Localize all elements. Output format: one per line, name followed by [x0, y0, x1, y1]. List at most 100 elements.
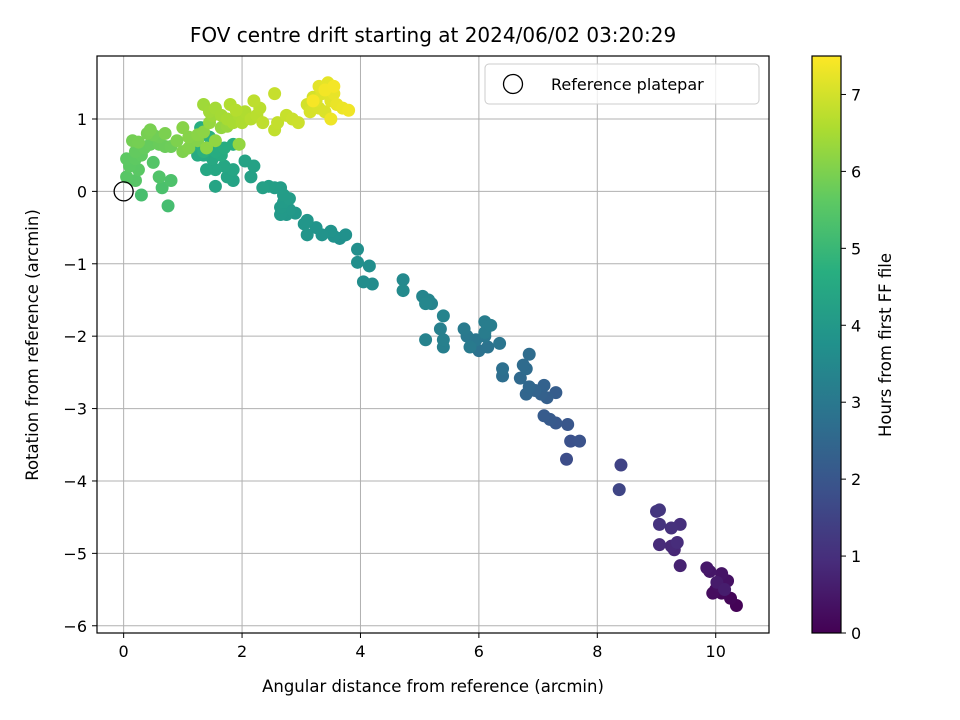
data-point: [513, 371, 527, 385]
data-point: [433, 322, 447, 336]
colorbar: 0 1 2 3 4 5 6 7 Hours from first FF file: [811, 55, 895, 643]
data-point: [152, 170, 166, 184]
data-point: [342, 103, 356, 117]
colorbar-tick-label: 4: [851, 316, 861, 335]
data-point: [612, 483, 626, 497]
data-point: [271, 116, 285, 130]
data-point: [351, 242, 365, 256]
data-point: [247, 94, 261, 108]
colorbar-gradient: [811, 55, 842, 634]
plot-frame: [96, 55, 770, 634]
data-point: [208, 163, 222, 177]
colorbar-tick-label: 0: [851, 624, 861, 643]
x-axis-ticks: 0 2 4 6 8 10: [119, 633, 726, 661]
data-point: [339, 228, 353, 242]
colorbar-tick-label: 6: [851, 162, 861, 181]
y-tick-label: −6: [63, 617, 87, 636]
data-point: [564, 434, 578, 448]
data-point: [155, 181, 169, 195]
data-point: [652, 503, 666, 517]
data-point: [561, 417, 575, 431]
y-axis-ticks: −6 −5 −4 −3 −2 −1 0 1: [63, 110, 97, 636]
data-point: [300, 228, 314, 242]
data-point: [493, 336, 507, 350]
y-tick-label: −1: [63, 255, 87, 274]
data-point: [256, 181, 270, 195]
data-point: [436, 309, 450, 323]
data-point: [200, 141, 214, 155]
data-point: [516, 358, 530, 372]
data-point: [309, 221, 323, 235]
x-tick-label: 6: [474, 642, 484, 661]
data-point: [182, 141, 196, 155]
data-point: [652, 538, 666, 552]
data-point: [560, 452, 574, 466]
data-point: [700, 561, 714, 575]
y-tick-label: 0: [77, 182, 87, 201]
x-tick-label: 10: [706, 642, 726, 661]
data-point: [208, 179, 222, 193]
colorbar-tick-label: 2: [851, 470, 861, 489]
colorbar-label: Hours from first FF file: [876, 253, 895, 437]
colorbar-tick-label: 7: [851, 85, 861, 104]
data-point: [356, 275, 370, 289]
data-point: [208, 134, 222, 148]
data-point: [164, 174, 178, 188]
data-point: [573, 434, 587, 448]
data-point: [673, 559, 687, 573]
data-point: [146, 155, 160, 169]
data-point: [718, 583, 732, 597]
y-tick-label: −2: [63, 327, 87, 346]
y-tick-label: −5: [63, 544, 87, 563]
data-point: [200, 163, 214, 177]
data-point: [300, 213, 314, 227]
data-point: [419, 333, 433, 347]
x-axis-label: Angular distance from reference (arcmin): [262, 677, 604, 696]
y-tick-label: −3: [63, 400, 87, 419]
data-point: [457, 322, 471, 336]
legend-label: Reference platepar: [551, 75, 704, 94]
x-tick-label: 0: [119, 642, 129, 661]
data-point: [170, 134, 184, 148]
data-point: [268, 87, 282, 101]
y-axis-label: Rotation from reference (arcmin): [23, 209, 42, 481]
data-point: [244, 170, 258, 184]
data-point: [351, 255, 365, 269]
colorbar-tick-label: 1: [851, 547, 861, 566]
data-point: [362, 259, 376, 273]
data-point: [396, 284, 410, 298]
grid-lines: [97, 56, 769, 633]
colorbar-tick-label: 3: [851, 393, 861, 412]
data-point: [131, 135, 145, 149]
data-point: [120, 170, 134, 184]
reference-platepar-marker: [113, 181, 134, 202]
data-point: [436, 333, 450, 347]
data-point: [291, 116, 305, 130]
data-point: [396, 273, 410, 287]
data-point: [522, 347, 536, 361]
reference-marker-layer: [113, 181, 134, 202]
colorbar-tick-label: 5: [851, 239, 861, 258]
data-point: [481, 340, 495, 354]
data-point: [496, 362, 510, 376]
data-point: [327, 79, 341, 93]
data-point: [652, 517, 666, 531]
data-point: [229, 103, 243, 117]
legend-box: [484, 63, 760, 105]
chart-title: FOV centre drift starting at 2024/06/02 …: [190, 23, 676, 47]
colorbar-ticks: 0 1 2 3 4 5 6 7: [841, 85, 861, 643]
data-point: [324, 112, 338, 126]
legend-open-circle-marker: [502, 73, 524, 95]
y-tick-label: −4: [63, 472, 87, 491]
data-point: [484, 318, 498, 332]
data-point: [306, 94, 320, 108]
data-point: [143, 123, 157, 137]
data-point: [463, 340, 477, 354]
data-point: [522, 380, 536, 394]
data-point: [176, 121, 190, 135]
data-point: [120, 152, 134, 166]
data-point: [614, 458, 628, 472]
data-point: [232, 137, 246, 151]
data-point: [158, 126, 172, 140]
